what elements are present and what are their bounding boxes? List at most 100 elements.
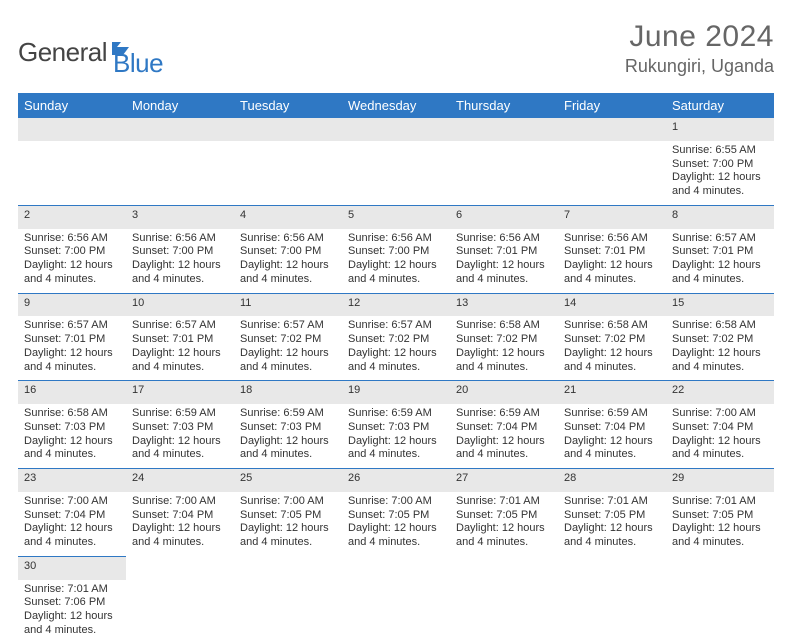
- day-number-cell: 27: [450, 469, 558, 492]
- day-detail-cell: [558, 141, 666, 206]
- calendar-daynum-row: 2345678: [18, 205, 774, 228]
- day-number-cell: 29: [666, 469, 774, 492]
- sunrise-text: Sunrise: 6:56 AM: [564, 232, 660, 246]
- daylight-text: and 4 minutes.: [564, 361, 660, 375]
- daylight-text: Daylight: 12 hours: [24, 347, 120, 361]
- daylight-text: Daylight: 12 hours: [456, 259, 552, 273]
- day-detail-cell: Sunrise: 6:56 AMSunset: 7:00 PMDaylight:…: [18, 229, 126, 294]
- daylight-text: and 4 minutes.: [672, 185, 768, 199]
- sunset-text: Sunset: 7:00 PM: [348, 245, 444, 259]
- day-number-cell: 30: [18, 556, 126, 579]
- daylight-text: Daylight: 12 hours: [132, 347, 228, 361]
- day-number-cell: 9: [18, 293, 126, 316]
- daylight-text: and 4 minutes.: [348, 536, 444, 550]
- day-detail-cell: [18, 141, 126, 206]
- day-number-cell: 24: [126, 469, 234, 492]
- daylight-text: and 4 minutes.: [348, 448, 444, 462]
- day-number-cell: [450, 556, 558, 579]
- day-number-cell: [342, 556, 450, 579]
- sunset-text: Sunset: 7:05 PM: [348, 509, 444, 523]
- daylight-text: and 4 minutes.: [24, 448, 120, 462]
- day-detail-cell: Sunrise: 7:00 AMSunset: 7:04 PMDaylight:…: [18, 492, 126, 557]
- day-number-cell: 25: [234, 469, 342, 492]
- daylight-text: and 4 minutes.: [564, 273, 660, 287]
- day-detail-cell: Sunrise: 6:56 AMSunset: 7:00 PMDaylight:…: [234, 229, 342, 294]
- daylight-text: and 4 minutes.: [240, 448, 336, 462]
- logo-text-general: General: [18, 37, 107, 68]
- calendar-table: Sunday Monday Tuesday Wednesday Thursday…: [18, 93, 774, 644]
- sunset-text: Sunset: 7:00 PM: [24, 245, 120, 259]
- day-number-cell: [234, 118, 342, 141]
- day-number-cell: 21: [558, 381, 666, 404]
- day-number-cell: 18: [234, 381, 342, 404]
- daylight-text: Daylight: 12 hours: [456, 522, 552, 536]
- sunrise-text: Sunrise: 6:55 AM: [672, 144, 768, 158]
- day-number-cell: 4: [234, 205, 342, 228]
- daylight-text: and 4 minutes.: [24, 361, 120, 375]
- sunrise-text: Sunrise: 6:59 AM: [456, 407, 552, 421]
- daylight-text: and 4 minutes.: [348, 273, 444, 287]
- day-number-cell: [126, 118, 234, 141]
- sunset-text: Sunset: 7:05 PM: [456, 509, 552, 523]
- day-header: Monday: [126, 93, 234, 118]
- sunrise-text: Sunrise: 6:58 AM: [456, 319, 552, 333]
- day-number-cell: 14: [558, 293, 666, 316]
- day-header: Wednesday: [342, 93, 450, 118]
- sunset-text: Sunset: 7:01 PM: [24, 333, 120, 347]
- sunset-text: Sunset: 7:03 PM: [240, 421, 336, 435]
- calendar-daynum-row: 1: [18, 118, 774, 141]
- daylight-text: Daylight: 12 hours: [132, 435, 228, 449]
- day-number-cell: 11: [234, 293, 342, 316]
- day-number-cell: 8: [666, 205, 774, 228]
- sunrise-text: Sunrise: 6:56 AM: [132, 232, 228, 246]
- sunrise-text: Sunrise: 6:59 AM: [348, 407, 444, 421]
- sunset-text: Sunset: 7:04 PM: [564, 421, 660, 435]
- daylight-text: and 4 minutes.: [564, 448, 660, 462]
- sunset-text: Sunset: 7:05 PM: [564, 509, 660, 523]
- calendar-detail-row: Sunrise: 6:56 AMSunset: 7:00 PMDaylight:…: [18, 229, 774, 294]
- day-header: Thursday: [450, 93, 558, 118]
- daylight-text: and 4 minutes.: [132, 361, 228, 375]
- daylight-text: and 4 minutes.: [240, 361, 336, 375]
- sunrise-text: Sunrise: 6:59 AM: [240, 407, 336, 421]
- page-subtitle: Rukungiri, Uganda: [625, 56, 774, 77]
- day-number-cell: 1: [666, 118, 774, 141]
- sunrise-text: Sunrise: 7:00 AM: [132, 495, 228, 509]
- day-number-cell: 5: [342, 205, 450, 228]
- sunset-text: Sunset: 7:03 PM: [132, 421, 228, 435]
- day-detail-cell: Sunrise: 6:55 AMSunset: 7:00 PMDaylight:…: [666, 141, 774, 206]
- calendar-detail-row: Sunrise: 6:58 AMSunset: 7:03 PMDaylight:…: [18, 404, 774, 469]
- day-detail-cell: Sunrise: 6:58 AMSunset: 7:02 PMDaylight:…: [666, 316, 774, 381]
- sunset-text: Sunset: 7:02 PM: [564, 333, 660, 347]
- sunrise-text: Sunrise: 7:01 AM: [24, 583, 120, 597]
- sunset-text: Sunset: 7:00 PM: [240, 245, 336, 259]
- day-detail-cell: Sunrise: 6:56 AMSunset: 7:01 PMDaylight:…: [450, 229, 558, 294]
- daylight-text: and 4 minutes.: [132, 448, 228, 462]
- day-number-cell: [558, 118, 666, 141]
- day-detail-cell: [126, 141, 234, 206]
- day-detail-cell: Sunrise: 6:57 AMSunset: 7:01 PMDaylight:…: [126, 316, 234, 381]
- daylight-text: Daylight: 12 hours: [240, 435, 336, 449]
- sunrise-text: Sunrise: 7:01 AM: [564, 495, 660, 509]
- calendar-detail-row: Sunrise: 6:55 AMSunset: 7:00 PMDaylight:…: [18, 141, 774, 206]
- sunrise-text: Sunrise: 6:57 AM: [348, 319, 444, 333]
- day-detail-cell: Sunrise: 6:56 AMSunset: 7:00 PMDaylight:…: [126, 229, 234, 294]
- sunset-text: Sunset: 7:02 PM: [456, 333, 552, 347]
- daylight-text: Daylight: 12 hours: [564, 347, 660, 361]
- sunrise-text: Sunrise: 7:00 AM: [24, 495, 120, 509]
- daylight-text: Daylight: 12 hours: [24, 610, 120, 624]
- daylight-text: and 4 minutes.: [24, 536, 120, 550]
- day-number-cell: [450, 118, 558, 141]
- daylight-text: Daylight: 12 hours: [672, 435, 768, 449]
- day-detail-cell: Sunrise: 6:59 AMSunset: 7:03 PMDaylight:…: [126, 404, 234, 469]
- day-number-cell: 26: [342, 469, 450, 492]
- day-number-cell: 17: [126, 381, 234, 404]
- daylight-text: and 4 minutes.: [348, 361, 444, 375]
- sunrise-text: Sunrise: 7:00 AM: [348, 495, 444, 509]
- day-number-cell: [126, 556, 234, 579]
- daylight-text: Daylight: 12 hours: [132, 259, 228, 273]
- day-number-cell: 15: [666, 293, 774, 316]
- logo-text-blue: Blue: [113, 48, 163, 79]
- daylight-text: Daylight: 12 hours: [240, 259, 336, 273]
- daylight-text: Daylight: 12 hours: [24, 435, 120, 449]
